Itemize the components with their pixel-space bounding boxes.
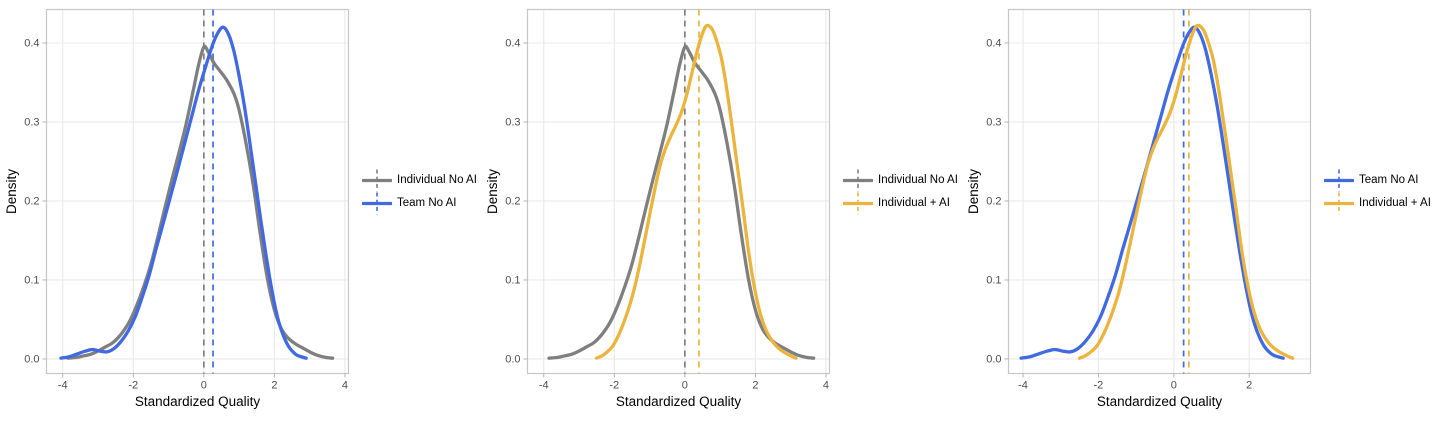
density-curve-individual-plus-ai [1077,23,1295,360]
plot-svg: -4 -2 0 2 0.0 0.1 0.2 0.3 0.4 Standardized Qualit… [966,8,1312,409]
y-axis-title: Density [966,169,981,214]
y-tick-label: 0.4 [986,38,1001,50]
density-curve-team-no-ai [59,25,308,360]
legend-label: Individual + AI [1359,196,1431,209]
y-tick-label: 0.0 [505,353,520,365]
panel-border [45,8,350,375]
y-tick-label: 0.2 [986,195,1001,207]
y-axis-title: Density [485,169,500,214]
x-tick-label: 4 [823,380,829,392]
x-axis-title: Standardized Quality [616,394,742,409]
x-tick-label: -2 [609,380,619,392]
density-curve-team-no-ai [1019,25,1285,360]
y-tick-label: 0.1 [986,274,1001,286]
x-axis-title: Standardized Quality [1097,394,1223,409]
y-tick-label: 0.4 [24,38,39,50]
density-curve-individual-plus-ai [595,23,798,360]
legend-item-individual-no-ai: Individual No AI [843,169,958,192]
legend-key-team-no-ai [362,192,392,215]
legend-label: Individual No AI [878,173,958,186]
legend-item-team-no-ai: Team No AI [362,192,477,215]
legend: Team No AI Individual + AI [1324,169,1431,215]
x-tick-label: 2 [1246,380,1252,392]
y-tick-label: 0.4 [505,38,520,50]
y-tick-label: 0.0 [986,353,1001,365]
legend-item-individual-plus-ai: Individual + AI [843,192,958,215]
y-tick-label: 0.3 [24,117,39,129]
panel-individual-vs-individual-ai: -4 -2 0 2 4 0.0 0.1 0.2 0.3 0.4 Standardized Quali… [481,0,962,420]
legend-label: Individual No AI [397,173,477,186]
x-tick-label: -4 [539,380,549,392]
legend-key-individual-plus-ai [1324,192,1354,215]
y-axis-title: Density [4,169,19,214]
y-tick-label: 0.3 [505,117,520,129]
panel-team-vs-individual-ai: -4 -2 0 2 0.0 0.1 0.2 0.3 0.4 Standardized Qualit… [962,0,1443,420]
x-tick-label: 4 [342,380,348,392]
legend-label: Individual + AI [878,196,950,209]
panel-border [1007,8,1312,375]
y-tick-label: 0.2 [505,195,520,207]
gridlines [46,9,349,374]
x-tick-label: -2 [1094,380,1104,392]
legend-key-individual-no-ai [362,169,392,192]
density-curve-individual-no-ai [547,44,816,360]
legend-key-individual-plus-ai [843,192,873,215]
x-tick-label: 0 [1171,380,1177,392]
legend-key-individual-no-ai [843,169,873,192]
legend-label: Team No AI [1359,173,1419,186]
x-tick-label: 2 [752,380,758,392]
panel-individual-vs-team: -4 -2 0 2 4 0.0 0.1 0.2 0.3 0.4 Standardized Quali… [0,0,481,420]
gridlines [1008,9,1311,374]
y-tick-label: 0.2 [24,195,39,207]
x-axis-title: Standardized Quality [135,394,261,409]
panel-border [526,8,831,375]
x-tick-label: 0 [201,380,207,392]
y-tick-label: 0.1 [505,274,520,286]
legend-item-team-no-ai: Team No AI [1324,169,1431,192]
plot-svg: -4 -2 0 2 4 0.0 0.1 0.2 0.3 0.4 Standardized Quali… [485,8,831,409]
legend-key-team-no-ai [1324,169,1354,192]
legend: Individual No AI Team No AI [362,169,477,215]
x-tick-label: 2 [271,380,277,392]
y-tick-label: 0.3 [986,117,1001,129]
x-tick-label: -4 [58,380,68,392]
y-tick-label: 0.1 [24,274,39,286]
plot-svg: -4 -2 0 2 4 0.0 0.1 0.2 0.3 0.4 Standardized Quali… [4,8,350,409]
legend-item-individual-no-ai: Individual No AI [362,169,477,192]
x-tick-label: -2 [128,380,138,392]
x-tick-label: -4 [1018,380,1028,392]
legend-label: Team No AI [397,196,457,209]
y-tick-label: 0.0 [24,353,39,365]
density-curve-individual-no-ai [66,44,335,360]
legend: Individual No AI Individual + AI [843,169,958,215]
legend-item-individual-plus-ai: Individual + AI [1324,192,1431,215]
x-tick-label: 0 [682,380,688,392]
